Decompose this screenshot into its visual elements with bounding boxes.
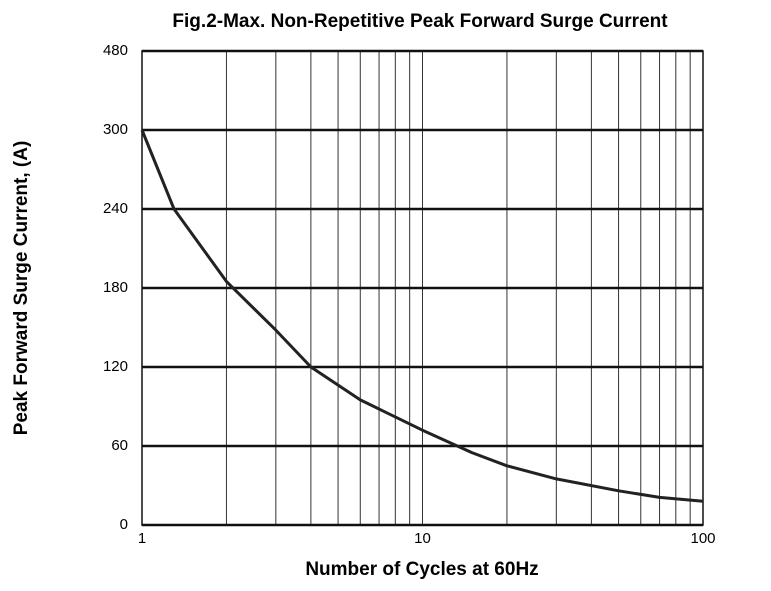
y-tick-label: 480 xyxy=(103,42,128,59)
x-tick-label: 100 xyxy=(690,530,715,547)
y-tick-label: 120 xyxy=(103,358,128,375)
plot-frame xyxy=(141,50,704,526)
y-tick-label: 240 xyxy=(103,200,128,217)
y-tick-label: 180 xyxy=(103,279,128,296)
x-tick-label: 1 xyxy=(138,530,146,547)
y-tick-label: 0 xyxy=(120,516,128,533)
y-tick-label: 60 xyxy=(111,437,128,454)
y-tick-label: 300 xyxy=(103,121,128,138)
chart-title: Fig.2-Max. Non-Repetitive Peak Forward S… xyxy=(172,11,668,32)
data-line xyxy=(140,129,704,503)
x-axis-label: Number of Cycles at 60Hz xyxy=(305,559,538,580)
x-tick-label: 10 xyxy=(414,530,431,547)
y-axis-label: Peak Forward Surge Current, (A) xyxy=(11,141,32,436)
